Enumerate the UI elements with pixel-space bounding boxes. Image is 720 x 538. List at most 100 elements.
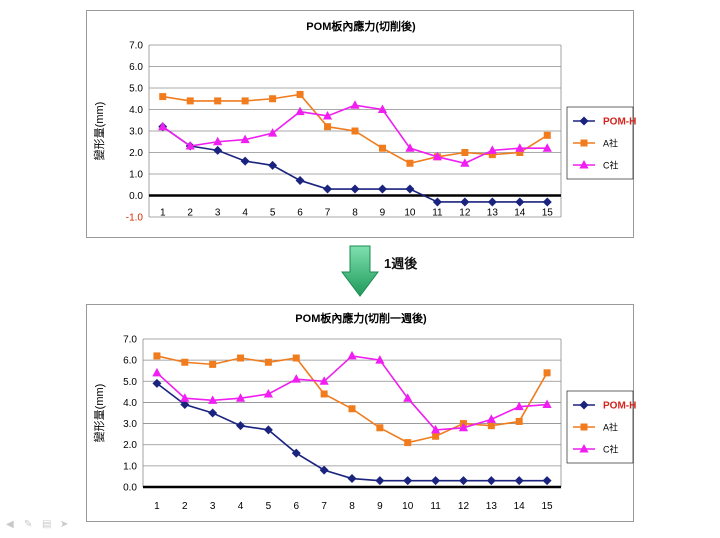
x-tick-label: 2: [182, 501, 188, 512]
series-C社: [152, 350, 552, 434]
data-point: [432, 432, 440, 440]
data-point: [348, 405, 356, 413]
data-point: [543, 369, 551, 377]
data-point: [404, 439, 412, 447]
data-point: [350, 100, 360, 109]
data-point: [158, 121, 168, 131]
data-point: [209, 360, 217, 368]
y-tick-label: 2.0: [123, 440, 137, 451]
data-point: [180, 400, 190, 410]
data-point: [319, 376, 329, 385]
x-tick-label: 14: [514, 501, 526, 512]
y-tick-label: 3.0: [123, 419, 137, 430]
data-point: [240, 134, 250, 144]
x-tick-label: 15: [542, 208, 554, 219]
data-point: [486, 476, 496, 486]
x-tick-label: 3: [215, 208, 221, 219]
x-tick-label: 5: [266, 501, 272, 512]
y-tick-label: 6.0: [123, 356, 137, 367]
data-point: [458, 476, 468, 486]
x-tick-label: 1: [160, 208, 166, 219]
series-POM-H: [158, 122, 552, 207]
data-point: [375, 476, 385, 486]
data-point: [237, 354, 245, 362]
x-tick-label: 12: [459, 208, 471, 219]
x-tick-label: 3: [210, 501, 216, 512]
x-tick-label: 11: [430, 501, 441, 512]
pen-icon[interactable]: ✎: [24, 519, 33, 530]
back-icon[interactable]: ◀: [6, 519, 14, 530]
x-tick-label: 15: [542, 501, 554, 512]
y-tick-label: 0.0: [129, 191, 143, 202]
y-tick-label: 4.0: [123, 398, 137, 409]
legend-label: C社: [603, 160, 619, 171]
data-point: [460, 197, 470, 207]
legend-marker: [579, 116, 589, 126]
x-tick-label: 13: [487, 208, 499, 219]
data-point: [269, 95, 277, 103]
y-tick-label: 0.0: [123, 483, 137, 494]
y-tick-label: 3.0: [129, 127, 143, 138]
legend-label: POM-H: [603, 401, 636, 412]
data-point: [543, 131, 551, 139]
down-arrow-icon: [340, 244, 440, 300]
legend-marker: [580, 139, 588, 147]
data-point: [320, 390, 328, 398]
legend-label: POM-H: [603, 117, 636, 128]
legend-label: A社: [603, 138, 618, 149]
x-tick-label: 5: [270, 208, 276, 219]
data-point: [405, 143, 415, 152]
x-tick-label: 11: [432, 208, 443, 219]
data-point: [240, 156, 250, 166]
x-tick-label: 4: [238, 501, 244, 512]
legend-marker: [580, 423, 588, 431]
x-tick-label: 9: [380, 208, 386, 219]
forward-icon[interactable]: ➤: [60, 519, 69, 530]
data-point: [295, 175, 305, 185]
data-point: [458, 422, 469, 432]
data-point: [296, 90, 304, 98]
gridlines: [142, 338, 562, 488]
data-point: [516, 149, 524, 156]
data-point: [378, 144, 386, 152]
x-tick-label: 4: [242, 208, 248, 219]
data-point: [236, 421, 246, 431]
y-tick-label: 6.0: [129, 62, 143, 73]
data-point: [432, 151, 442, 161]
data-point: [152, 378, 162, 388]
data-point: [291, 448, 301, 458]
x-tick-label: 6: [297, 208, 303, 219]
menu-icon[interactable]: ▤: [42, 519, 52, 530]
data-point: [515, 143, 525, 152]
data-point: [460, 158, 470, 167]
legend-marker: [579, 160, 589, 169]
data-point: [323, 184, 333, 194]
data-point: [291, 374, 301, 383]
series-line: [156, 355, 548, 444]
data-point: [488, 151, 496, 159]
data-point: [487, 145, 497, 154]
data-point: [431, 424, 441, 434]
y-tick-label: -1.0: [126, 213, 144, 224]
data-point: [213, 136, 223, 146]
x-tick-label: 8: [349, 501, 355, 512]
chart-panel-top: POM板內應力(切削後) 變形量(mm) 7.0 6.0 5.0 4.0 3.0 2.0 1.0…: [86, 10, 636, 238]
data-point: [268, 128, 278, 137]
data-point: [377, 184, 387, 194]
y-tick-label: 2.0: [129, 148, 143, 159]
data-point: [208, 408, 218, 418]
data-point: [159, 93, 167, 101]
data-point: [487, 422, 495, 430]
y-tick-label: 7.0: [129, 41, 143, 52]
y-tick-label: 4.0: [129, 105, 143, 116]
data-point: [263, 388, 273, 398]
data-point: [542, 399, 552, 409]
data-point: [514, 476, 524, 486]
data-point: [241, 97, 249, 105]
data-point: [487, 197, 497, 207]
x-tick-label: 2: [187, 208, 193, 219]
chart-panel-bottom: POM板內應力(切削一週後) 變形量(mm) 7.0 6.0 5.0 4.0 3.0 2.0 1…: [86, 304, 636, 522]
data-point: [181, 358, 189, 366]
data-point: [214, 97, 222, 105]
y-tick-label: 1.0: [129, 170, 143, 181]
